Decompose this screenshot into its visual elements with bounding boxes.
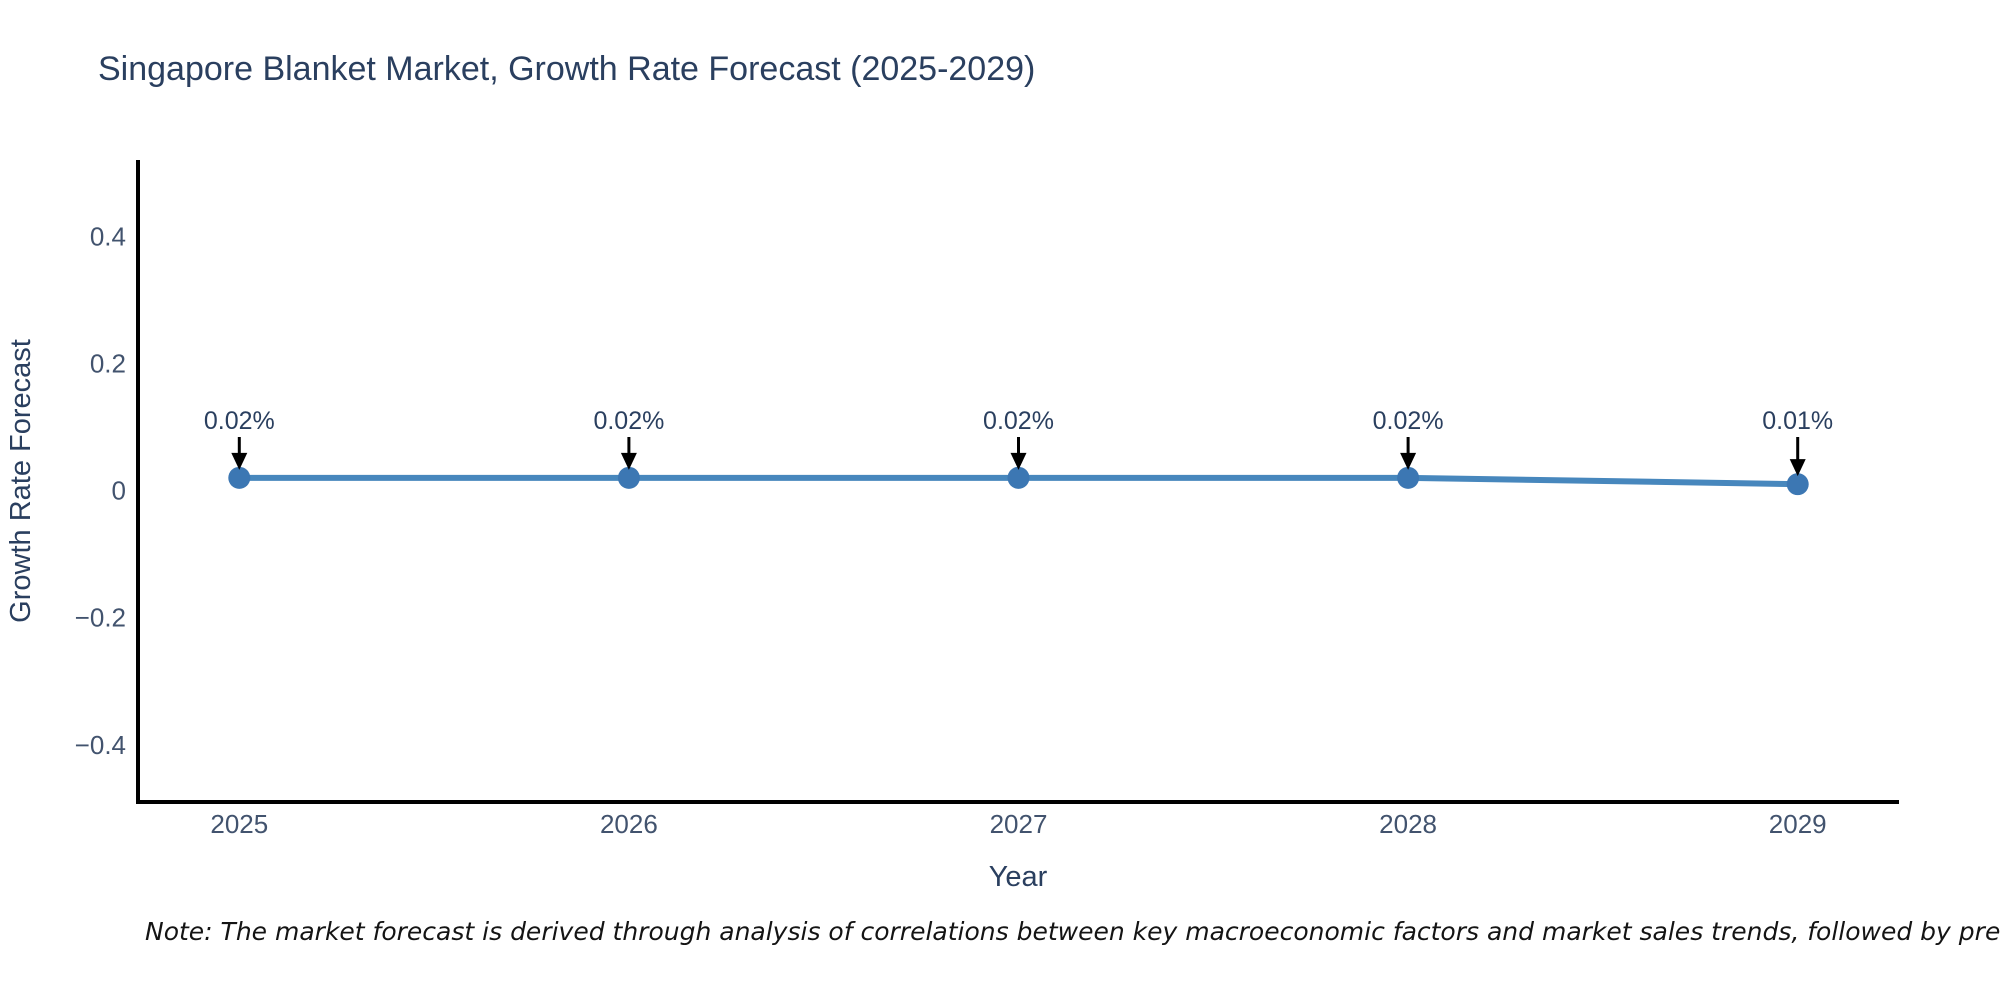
y-tick-label-−0.4: −0.4 bbox=[75, 730, 126, 760]
x-tick-label-2025: 2025 bbox=[210, 809, 268, 839]
x-axis-title: Year bbox=[989, 861, 1048, 893]
x-tick-label-2029: 2029 bbox=[1769, 809, 1827, 839]
y-tick-label-−0.2: −0.2 bbox=[75, 603, 126, 633]
data-point-2025[interactable] bbox=[228, 466, 251, 489]
y-axis-tick-labels: 0.4 0.2 0 −0.2 −0.4 bbox=[75, 221, 126, 760]
series-growth-rate bbox=[228, 466, 1809, 496]
y-tick-label-0.4: 0.4 bbox=[90, 221, 126, 251]
x-axis-tick-labels: 2025 2026 2027 2028 2029 bbox=[210, 809, 1826, 839]
annotation-arrowhead-icon bbox=[1010, 452, 1027, 470]
annotation-arrowhead-icon bbox=[620, 452, 637, 470]
point-annotation-label-2029: 0.01% bbox=[1762, 407, 1833, 435]
x-tick-label-2028: 2028 bbox=[1379, 809, 1437, 839]
x-tick-label-2026: 2026 bbox=[600, 809, 658, 839]
data-point-2026[interactable] bbox=[617, 466, 640, 489]
point-annotations: 0.02% 0.02% 0.02% 0.02% 0.01% bbox=[204, 407, 1833, 477]
chart-title: Singapore Blanket Market, Growth Rate Fo… bbox=[98, 50, 1035, 88]
annotation-arrowhead-icon bbox=[1789, 459, 1806, 477]
point-annotation-label-2028: 0.02% bbox=[1373, 407, 1444, 435]
footnote: Note: The market forecast is derived thr… bbox=[145, 917, 2000, 946]
data-point-2029[interactable] bbox=[1786, 473, 1809, 496]
y-tick-label-0.2: 0.2 bbox=[90, 348, 126, 378]
data-point-2027[interactable] bbox=[1007, 466, 1030, 489]
y-axis-title: Growth Rate Forecast bbox=[5, 339, 37, 623]
point-annotation-label-2026: 0.02% bbox=[593, 407, 664, 435]
y-tick-label-0: 0 bbox=[112, 476, 126, 506]
point-annotation-label-2025: 0.02% bbox=[204, 407, 275, 435]
point-annotation-label-2027: 0.02% bbox=[983, 407, 1054, 435]
annotation-arrowhead-icon bbox=[231, 452, 248, 470]
x-tick-label-2027: 2027 bbox=[990, 809, 1048, 839]
data-point-2028[interactable] bbox=[1397, 466, 1420, 489]
annotation-arrowhead-icon bbox=[1400, 452, 1417, 470]
